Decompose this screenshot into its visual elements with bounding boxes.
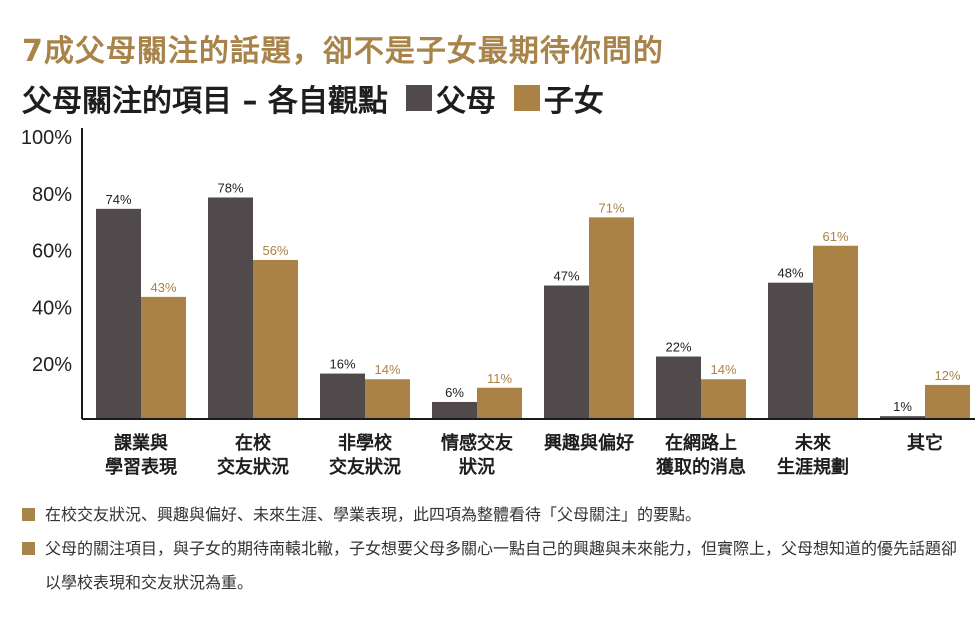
bar-parents [768,282,813,419]
bar-children [365,379,410,419]
x-category-label: 獲取的消息 [656,456,746,478]
note-item: 在校交友狀況、興趣與偏好、未來生涯、學業表現，此四項為整體看待「父母關注」的要點… [22,498,970,532]
x-category-label: 生涯規劃 [777,456,849,478]
bar-parents [432,401,477,419]
data-label: 11% [487,371,512,386]
bar-children [701,379,746,419]
x-category-label: 其它 [907,432,943,454]
data-label: 47% [553,269,579,284]
y-tick-label: 80% [32,184,72,206]
data-label: 22% [665,340,691,355]
bar-parents [96,208,141,419]
notes: 在校交友狀況、興趣與偏好、未來生涯、學業表現，此四項為整體看待「父母關注」的要點… [22,498,970,600]
data-label: 12% [934,368,960,383]
bar-chart: 20% 40% 60% 80% 100% 74% 78% 16% 6% 47% 22% 48% 1% 43… [21,127,975,478]
legend-swatch-parents [405,85,432,111]
y-tick-label: 60% [32,241,72,263]
legend-label-children: 子女 [543,84,604,119]
legend-parents: 父母 [405,76,496,120]
data-label: 16% [329,357,355,372]
y-tick-label: 100% [21,127,72,149]
note-item: 父母的關注項目，與子女的期待南轅北轍，子女想要父母多關心一點自己的興趣與未來能力… [22,532,970,600]
data-label: 56% [262,243,288,258]
bar-parents [544,285,589,419]
data-label: 71% [598,200,624,215]
data-label: 43% [150,280,176,295]
x-category-label: 學習表現 [105,456,177,478]
y-tick-label: 40% [32,297,72,319]
data-label: 14% [710,362,736,377]
x-category-label: 交友狀況 [217,456,289,478]
bar-children [477,387,522,419]
x-category-label: 在校 [235,432,272,454]
x-category-label: 情感交友 [441,432,513,454]
bar-children [813,245,858,419]
x-category-label: 課業與 [114,432,168,454]
data-label: 74% [105,192,131,207]
chart-subtitle-row: 父母關注的項目 – 各自觀點 父母 子女 [22,76,604,120]
bar-parents [656,356,701,419]
bar-parents [208,197,253,419]
chart-title: 7成父母關注的話題，卻不是子女最期待你問的 [22,34,664,69]
data-label: 1% [893,399,912,414]
bar-children [141,296,186,419]
legend-swatch-children [513,85,540,111]
bar-parents [320,373,365,419]
data-label: 78% [217,180,243,195]
data-label: 48% [777,266,803,281]
y-tick-label: 20% [32,354,72,376]
bar-children [253,259,298,419]
x-category-label: 興趣與偏好 [544,432,634,454]
chart-subtitle: 父母關注的項目 – 各自觀點 [22,84,388,119]
legend-children: 子女 [513,76,604,120]
note-text: 父母的關注項目，與子女的期待南轅北轍，子女想要父母多關心一點自己的興趣與未來能力… [45,539,958,592]
data-label: 61% [822,229,848,244]
bar-children [589,217,634,419]
legend-label-parents: 父母 [435,84,496,119]
x-category-label: 在網路上 [665,432,737,454]
note-bullet-icon [22,508,35,521]
bar-parents [880,416,925,419]
x-category-label: 交友狀況 [329,456,401,478]
x-category-label: 狀況 [459,456,495,478]
x-category-label: 非學校 [338,432,393,454]
note-text: 在校交友狀況、興趣與偏好、未來生涯、學業表現，此四項為整體看待「父母關注」的要點… [45,505,702,524]
data-label: 6% [445,385,464,400]
note-bullet-icon [22,542,35,555]
x-category-label: 未來 [795,432,831,454]
bar-children [925,384,970,419]
data-label: 14% [374,362,400,377]
